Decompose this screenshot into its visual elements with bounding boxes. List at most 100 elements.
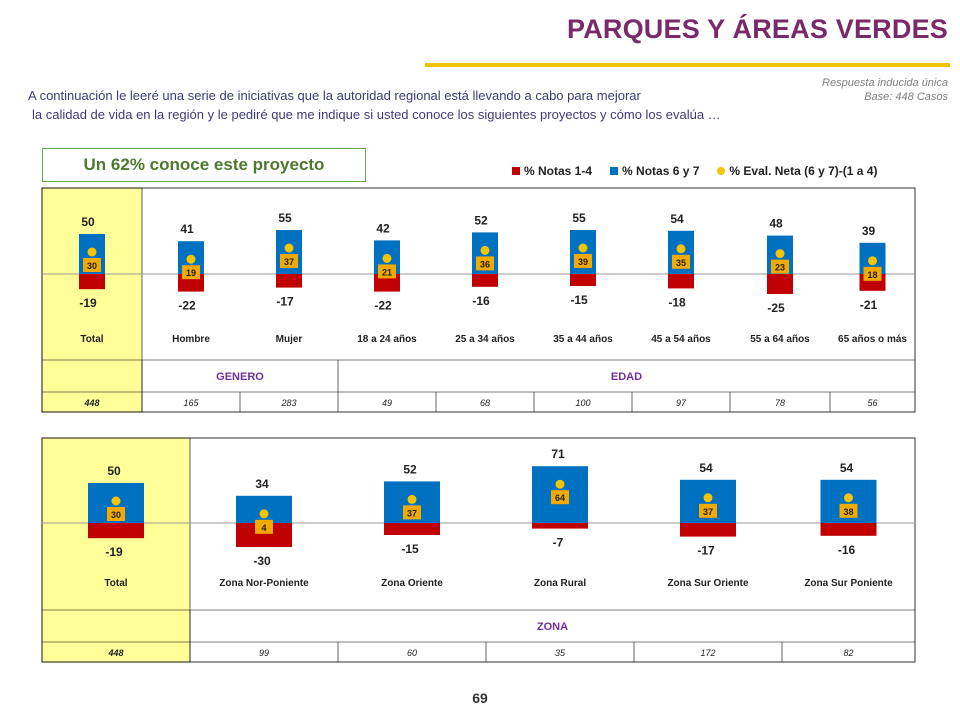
total-column-highlight [41, 437, 191, 663]
label-notas-1-4: -19 [79, 296, 97, 310]
group-label: GENERO [216, 371, 264, 383]
label-box-eval-neta [280, 254, 298, 268]
label-notas-6-7: 52 [403, 462, 417, 476]
label-notas-6-7: 41 [180, 222, 194, 236]
label-eval-neta: 30 [111, 510, 121, 520]
label-eval-neta: 19 [186, 268, 196, 278]
label-notas-1-4: -18 [668, 295, 686, 309]
label-notas-6-7: 55 [572, 211, 586, 225]
label-box-eval-neta [863, 266, 882, 281]
label-notas-1-4: -21 [860, 298, 878, 312]
label-box-eval-neta [182, 265, 200, 280]
base-count: 60 [407, 648, 417, 658]
label-notas-6-7: 55 [278, 211, 292, 225]
intro-line-2: la calidad de vida en la región y le ped… [32, 107, 721, 122]
base-count: 448 [83, 398, 99, 408]
label-eval-neta: 39 [578, 257, 588, 267]
label-eval-neta: 37 [703, 507, 713, 517]
marker-eval-neta [703, 493, 713, 503]
label-box-eval-neta [672, 254, 690, 269]
bar-notas-1-4 [88, 523, 144, 539]
bar-notas-1-4 [680, 523, 736, 537]
category-label: 25 a 34 años [455, 334, 515, 345]
base-count: 165 [183, 398, 199, 408]
chart-legend: % Notas 1-4 % Notas 6 y 7 % Eval. Neta (… [512, 164, 895, 178]
label-notas-1-4: -22 [374, 299, 392, 313]
label-eval-neta: 37 [284, 257, 294, 267]
bar-notas-1-4 [767, 274, 793, 294]
label-notas-6-7: 71 [551, 447, 565, 461]
label-notas-6-7: 50 [107, 464, 121, 478]
bar-notas-1-4 [820, 523, 877, 536]
total-column-highlight [41, 187, 143, 413]
category-label: Total [80, 334, 103, 345]
title-underline [425, 63, 950, 67]
category-label: Zona Oriente [381, 578, 443, 589]
marker-eval-neta [868, 256, 877, 266]
label-box-eval-neta [699, 503, 717, 518]
label-eval-neta: 21 [382, 267, 392, 277]
legend-label: % Eval. Neta (6 y 7)-(1 a 4) [729, 164, 878, 178]
label-box-eval-neta [83, 258, 101, 272]
group-label: ZONA [537, 621, 568, 633]
base-count: 35 [555, 648, 566, 658]
legend-label: % Notas 6 y 7 [622, 164, 700, 178]
bar-notas-1-4 [532, 523, 588, 529]
category-label: Zona Sur Oriente [667, 578, 749, 589]
bar-notas-1-4 [384, 523, 440, 535]
base-count: 172 [700, 648, 715, 658]
base-count: 448 [107, 648, 123, 658]
base-count: 97 [676, 398, 687, 408]
label-box-eval-neta [839, 503, 858, 518]
label-notas-6-7: 39 [862, 224, 876, 238]
page-number: 69 [472, 690, 488, 706]
label-notas-6-7: 34 [255, 477, 269, 491]
meta-response-type: Respuesta inducida única [822, 77, 948, 89]
category-label: Mujer [276, 334, 303, 345]
base-count: 56 [867, 398, 877, 408]
category-label: 65 años o más [838, 334, 907, 345]
label-box-eval-neta [403, 505, 421, 520]
category-label: Hombre [172, 334, 210, 345]
label-eval-neta: 18 [867, 270, 877, 280]
label-box-eval-neta [551, 490, 569, 505]
label-eval-neta: 35 [676, 258, 686, 268]
label-notas-1-4: -7 [553, 536, 564, 550]
label-box-eval-neta [255, 519, 273, 534]
label-notas-1-4: -25 [767, 301, 785, 315]
marker-eval-neta [259, 509, 269, 519]
base-count: 82 [843, 648, 853, 658]
bar-notas-1-4 [472, 274, 498, 287]
bar-notas-1-4 [79, 274, 105, 290]
marker-eval-neta [578, 243, 588, 253]
label-box-eval-neta [771, 259, 789, 274]
label-box-eval-neta [476, 256, 494, 271]
intro-text: A continuación le leeré una serie de ini… [28, 86, 721, 124]
label-notas-6-7: 42 [376, 221, 390, 235]
legend-item-notas-1-4: % Notas 1-4 [512, 164, 592, 178]
label-box-eval-neta [107, 507, 125, 521]
category-label: Zona Nor-Poniente [219, 578, 309, 589]
marker-eval-neta [186, 254, 196, 264]
legend-swatch-red [512, 167, 520, 175]
label-notas-6-7: 54 [670, 212, 684, 226]
chart-frame [41, 187, 916, 413]
category-label: Total [104, 578, 127, 589]
page-title: PARQUES Y ÁREAS VERDES [566, 14, 948, 44]
marker-eval-neta [87, 247, 97, 257]
label-notas-6-7: 54 [840, 461, 854, 475]
label-notas-1-4: -16 [472, 294, 490, 308]
label-box-eval-neta [574, 254, 592, 268]
label-eval-neta: 4 [261, 523, 266, 533]
marker-eval-neta [382, 253, 392, 263]
label-box-eval-neta [378, 264, 396, 279]
label-notas-6-7: 48 [769, 217, 783, 231]
base-count: 78 [775, 398, 785, 408]
marker-eval-neta [407, 494, 417, 504]
label-eval-neta: 37 [407, 508, 417, 518]
legend-label: % Notas 1-4 [524, 164, 593, 178]
group-label: EDAD [611, 371, 642, 383]
label-eval-neta: 38 [843, 507, 853, 517]
marker-eval-neta [676, 244, 686, 254]
